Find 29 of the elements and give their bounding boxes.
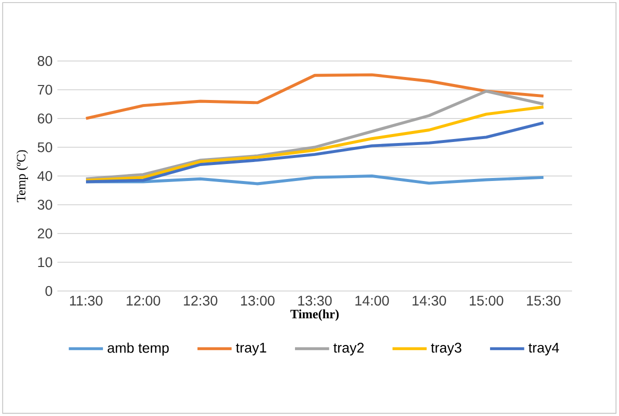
y-tick-label: 10 [38, 257, 52, 268]
x-tick-label: 15:30 [527, 296, 560, 306]
legend-label: tray1 [236, 342, 266, 356]
x-tick-label: 12:00 [126, 296, 160, 306]
legend-label: tray3 [431, 342, 462, 356]
legend-label: amb temp [108, 342, 169, 356]
x-tick-label: 14:30 [412, 296, 446, 306]
y-tick-label: 60 [38, 114, 52, 124]
legend-label: tray4 [528, 342, 560, 356]
x-tick-label: 11:30 [70, 296, 102, 306]
x-tick-label: 14:00 [355, 296, 389, 306]
x-tick-label: 12:30 [184, 296, 218, 306]
x-tick-label: 15:00 [470, 296, 504, 306]
y-tick-label: 80 [38, 56, 52, 66]
y-tick-label: 20 [38, 228, 52, 238]
line-series [84, 106, 545, 182]
line-series [84, 121, 545, 184]
y-tick-label: 0 [45, 286, 52, 296]
line-series [84, 90, 545, 180]
y-tick-label: 30 [38, 200, 52, 210]
x-axis-title: Time(hr) [290, 309, 339, 321]
y-tick-label: 50 [38, 142, 52, 152]
x-tick-label: 13:30 [298, 296, 332, 306]
y-tick-label: 70 [38, 84, 52, 95]
legend-label: tray2 [333, 342, 364, 356]
x-tick-label: 13:00 [241, 296, 275, 306]
y-axis-title: Temp (ºC) [16, 150, 28, 202]
y-tick-label: 40 [37, 171, 52, 181]
line-series [84, 73, 545, 120]
